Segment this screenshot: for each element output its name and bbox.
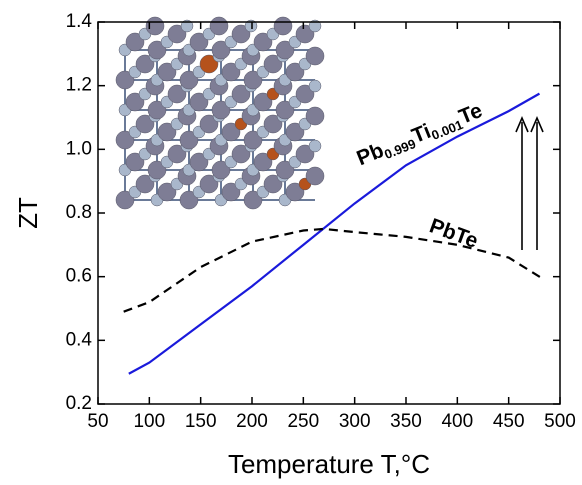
crystal-inset (115, 16, 325, 210)
y-tick-label: 0.6 (66, 266, 92, 287)
atom (157, 122, 177, 142)
atom (167, 24, 187, 44)
atom (275, 160, 295, 180)
x-tick-label: 400 (441, 411, 473, 432)
atom (263, 54, 283, 74)
atom (243, 70, 263, 90)
x-tick-label: 100 (133, 411, 165, 432)
atom (211, 100, 231, 120)
x-tick-label: 200 (236, 411, 268, 432)
atom (263, 114, 283, 134)
atom (115, 130, 135, 150)
atom (125, 92, 145, 112)
arrow-head (530, 115, 544, 133)
atom (135, 54, 155, 74)
atom (221, 182, 241, 202)
atom (211, 40, 231, 60)
atom (199, 114, 219, 134)
atom (305, 166, 325, 186)
atom (273, 16, 293, 36)
atom (295, 24, 315, 44)
atom (189, 32, 209, 52)
y-tick-label: 0.4 (66, 329, 93, 350)
atom (305, 46, 325, 66)
atom (167, 144, 187, 164)
arrows (515, 115, 544, 250)
y-tick-label: 1.2 (66, 75, 92, 96)
atom (147, 160, 167, 180)
atom (209, 16, 229, 36)
atom (179, 70, 199, 90)
atom (199, 174, 219, 194)
arrow-head (515, 115, 529, 133)
atom (308, 19, 322, 33)
atom (253, 32, 273, 52)
atom (275, 100, 295, 120)
atom (189, 92, 209, 112)
atom (115, 190, 135, 210)
atom (263, 174, 283, 194)
atom (253, 152, 273, 172)
x-axis-label: Temperature T,°C (228, 449, 430, 479)
x-tick-label: 150 (185, 411, 217, 432)
atom (305, 106, 325, 126)
atom (180, 19, 194, 33)
y-tick-label: 0.2 (66, 393, 92, 414)
atom (179, 190, 199, 210)
atom (285, 122, 305, 142)
atom (179, 130, 199, 150)
y-tick-label: 0.8 (66, 202, 92, 223)
atom (135, 114, 155, 134)
x-tick-label: 250 (287, 411, 319, 432)
atom (125, 32, 145, 52)
atom (125, 152, 145, 172)
atom (308, 139, 322, 153)
x-tick-label: 350 (390, 411, 422, 432)
atom (295, 144, 315, 164)
atom (275, 40, 295, 60)
data-line (123, 227, 546, 313)
atom (285, 62, 305, 82)
y-tick-label: 1.4 (66, 11, 93, 32)
atom (243, 190, 263, 210)
x-tick-label: 300 (339, 411, 371, 432)
atom (211, 160, 231, 180)
atom (221, 62, 241, 82)
atom (147, 100, 167, 120)
atom (244, 19, 258, 33)
x-tick-label: 50 (87, 411, 108, 432)
atom (157, 182, 177, 202)
atom (115, 70, 135, 90)
x-tick-label: 500 (544, 411, 576, 432)
atom (308, 79, 322, 93)
atom (295, 84, 315, 104)
atom (285, 182, 305, 202)
atom (231, 144, 251, 164)
atom (189, 152, 209, 172)
data-line (128, 92, 541, 375)
x-tick-label: 450 (493, 411, 525, 432)
atom (147, 40, 167, 60)
y-axis-label: ZT (13, 197, 43, 229)
atom (199, 54, 219, 74)
atom (231, 24, 251, 44)
atom (231, 84, 251, 104)
y-tick-label: 1.0 (66, 138, 92, 159)
atom (253, 92, 273, 112)
atom (243, 130, 263, 150)
atom (167, 84, 187, 104)
atom (157, 62, 177, 82)
atom (221, 122, 241, 142)
atom (135, 174, 155, 194)
